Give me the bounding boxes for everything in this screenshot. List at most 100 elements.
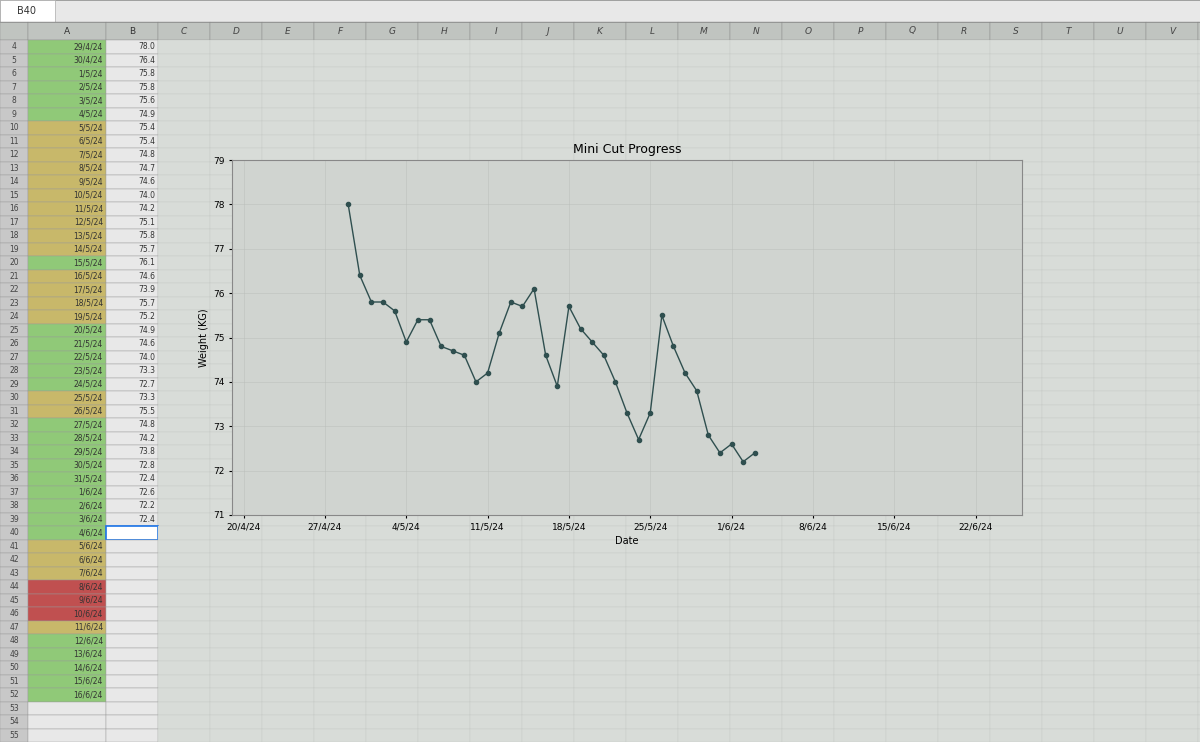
Bar	[106, 324, 158, 337]
Bar	[678, 229, 730, 243]
Bar	[782, 22, 834, 40]
Bar	[730, 337, 782, 350]
Bar	[574, 337, 626, 350]
Bar	[366, 243, 418, 256]
Bar	[106, 674, 158, 688]
Bar	[730, 620, 782, 634]
Bar	[366, 688, 418, 701]
Bar	[678, 729, 730, 742]
Bar	[418, 404, 470, 418]
Bar	[28, 134, 106, 148]
Text: 74.7: 74.7	[138, 164, 155, 173]
Bar	[678, 459, 730, 472]
Bar	[730, 391, 782, 404]
Bar	[834, 594, 886, 607]
Bar	[366, 539, 418, 553]
Text: 12/5/24: 12/5/24	[73, 217, 103, 227]
Bar	[210, 729, 262, 742]
Text: 21/5/24: 21/5/24	[73, 339, 103, 348]
Bar	[106, 53, 158, 67]
Bar	[1146, 350, 1198, 364]
Bar	[418, 648, 470, 661]
Bar	[1042, 513, 1094, 526]
Bar	[28, 378, 106, 391]
Bar	[158, 67, 210, 80]
Bar	[1042, 472, 1094, 485]
Bar	[834, 243, 886, 256]
Bar	[106, 729, 158, 742]
Bar	[522, 121, 574, 134]
Bar	[678, 310, 730, 324]
Text: 19: 19	[10, 245, 19, 254]
Bar	[1042, 269, 1094, 283]
Bar	[366, 175, 418, 188]
Bar	[1094, 648, 1146, 661]
Bar	[730, 594, 782, 607]
Text: 9: 9	[12, 110, 17, 119]
Text: 48: 48	[10, 636, 19, 646]
Bar	[158, 188, 210, 202]
Bar	[834, 337, 886, 350]
Bar	[1042, 485, 1094, 499]
Bar	[1146, 40, 1198, 53]
Bar	[262, 674, 314, 688]
Bar	[886, 472, 938, 485]
Bar	[262, 22, 314, 40]
Bar	[990, 634, 1042, 648]
Bar	[262, 715, 314, 729]
Bar	[470, 620, 522, 634]
Bar	[314, 310, 366, 324]
Bar	[418, 324, 470, 337]
Bar	[1198, 350, 1200, 364]
Text: H: H	[440, 27, 448, 36]
Bar	[626, 80, 678, 94]
Bar	[28, 337, 106, 350]
Bar	[418, 580, 470, 594]
Bar	[366, 53, 418, 67]
Bar	[418, 337, 470, 350]
Bar	[1146, 485, 1198, 499]
Bar	[730, 188, 782, 202]
Bar	[366, 729, 418, 742]
Bar	[1198, 269, 1200, 283]
Bar	[1146, 391, 1198, 404]
Bar	[834, 229, 886, 243]
Bar	[262, 94, 314, 108]
Bar	[886, 283, 938, 297]
Bar	[1198, 243, 1200, 256]
Bar	[782, 215, 834, 229]
Bar	[1094, 67, 1146, 80]
Bar	[262, 566, 314, 580]
Bar	[262, 378, 314, 391]
Bar	[938, 607, 990, 620]
Bar	[1146, 215, 1198, 229]
Bar	[262, 80, 314, 94]
Bar	[366, 215, 418, 229]
Bar	[990, 80, 1042, 94]
Bar	[210, 175, 262, 188]
Bar	[1146, 445, 1198, 459]
Bar	[106, 459, 158, 472]
Text: A: A	[64, 27, 70, 36]
Bar	[626, 607, 678, 620]
Bar	[782, 310, 834, 324]
Bar	[366, 67, 418, 80]
Bar	[834, 729, 886, 742]
Bar	[314, 580, 366, 594]
Bar	[990, 40, 1042, 53]
Bar	[938, 634, 990, 648]
Bar	[834, 297, 886, 310]
Bar	[626, 513, 678, 526]
Bar	[626, 364, 678, 378]
Bar	[366, 499, 418, 513]
Bar	[730, 108, 782, 121]
Bar	[366, 108, 418, 121]
Bar	[158, 499, 210, 513]
Bar	[314, 121, 366, 134]
Bar	[0, 459, 28, 472]
Bar	[1042, 432, 1094, 445]
Bar	[678, 269, 730, 283]
Bar	[470, 513, 522, 526]
Bar	[314, 661, 366, 674]
Bar	[470, 40, 522, 53]
